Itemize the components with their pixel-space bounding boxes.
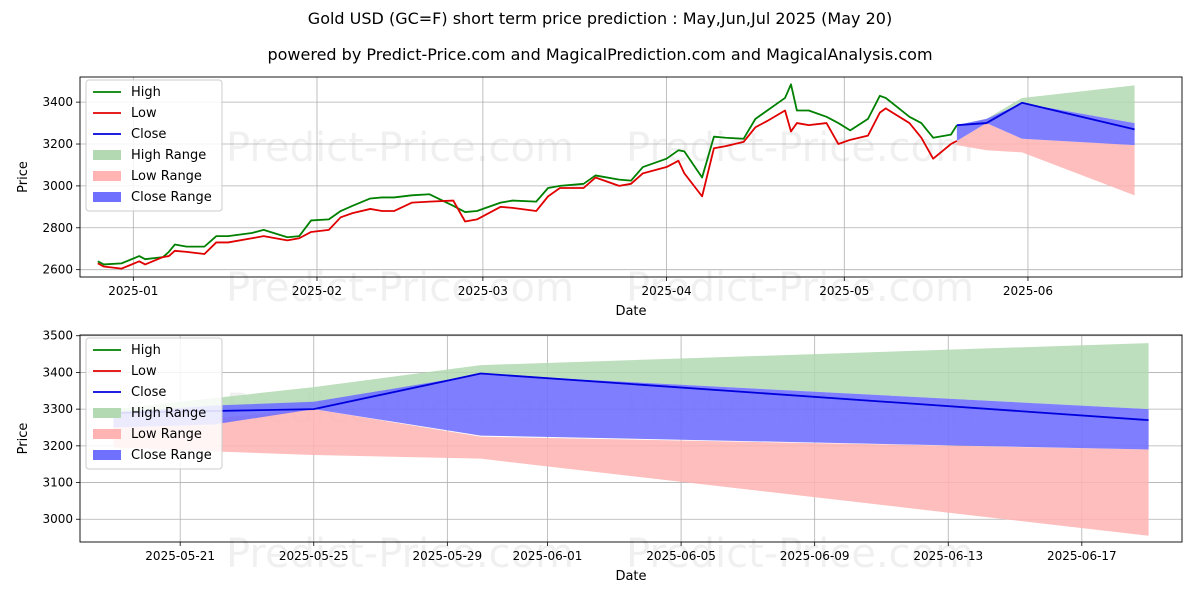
- x-tick-label: 2025-01: [108, 284, 158, 298]
- y-tick-label: 3000: [42, 179, 73, 193]
- x-tick-label: 2025-03: [458, 284, 508, 298]
- series-line-low: [97, 107, 958, 270]
- x-tick-label: 2025-02: [292, 284, 342, 298]
- legend-label: Close: [131, 385, 166, 400]
- band-close-range: [113, 374, 1149, 450]
- x-tick-label: 2025-06-13: [913, 549, 983, 563]
- y-tick-label: 3400: [42, 365, 73, 379]
- x-tick-label: 2025-06-01: [513, 549, 583, 563]
- legend-label: Close: [131, 127, 166, 142]
- legend-swatch-low-range: [93, 171, 121, 181]
- x-axis-label: Date: [615, 569, 646, 584]
- y-tick-label: 3000: [42, 512, 73, 526]
- y-axis-label: Price: [16, 161, 31, 193]
- x-tick-label: 2025-04: [641, 284, 691, 298]
- x-tick-label: 2025-05-21: [145, 549, 215, 563]
- x-tick-label: 2025-06-05: [646, 549, 716, 563]
- watermark-text: Predict-Price.com: [226, 125, 574, 171]
- y-tick-label: 3500: [42, 329, 73, 343]
- legend-label: High: [131, 343, 161, 358]
- band-low-range: [956, 123, 1135, 196]
- legend-label: Low: [131, 106, 157, 121]
- legend-label: High Range: [131, 406, 206, 421]
- y-tick-label: 3200: [42, 137, 73, 151]
- legend-swatch-close-range: [93, 192, 121, 202]
- legend-label: Close Range: [131, 448, 212, 463]
- legend-label: Low: [131, 364, 157, 379]
- x-tick-label: 2025-05-29: [412, 549, 482, 563]
- legend-swatch-close-range: [93, 450, 121, 460]
- legend-swatch-high-range: [93, 150, 121, 160]
- legend-label: Low Range: [131, 427, 202, 442]
- x-tick-label: 2025-05-25: [279, 549, 349, 563]
- watermark-text: Predict-Price.com: [626, 531, 974, 577]
- watermark-text: Predict-Price.com: [626, 265, 974, 311]
- x-axis-label: Date: [615, 304, 646, 319]
- band-low-range: [113, 409, 1149, 536]
- y-tick-label: 3200: [42, 439, 73, 453]
- x-tick-label: 2025-06: [1003, 284, 1053, 298]
- x-tick-label: 2025-05: [819, 284, 869, 298]
- plot-frame: [79, 76, 1183, 278]
- plot-frame: [79, 334, 1183, 543]
- legend-swatch-low-range: [93, 429, 121, 439]
- legend-swatch-high-range: [93, 408, 121, 418]
- y-tick-label: 2600: [42, 263, 73, 277]
- series-line-close: [956, 101, 1135, 131]
- chart-subtitle: powered by Predict-Price.com and Magical…: [267, 45, 933, 64]
- legend-label: High Range: [131, 148, 206, 163]
- y-tick-label: 3300: [42, 402, 73, 416]
- watermark-text: Predict-Price.com: [626, 125, 974, 171]
- y-tick-label: 3100: [42, 476, 73, 490]
- y-tick-label: 3400: [42, 95, 73, 109]
- watermark-text: Predict-Price.com: [226, 531, 574, 577]
- watermark-text: Predict-Price.com: [226, 265, 574, 311]
- x-tick-label: 2025-06-09: [780, 549, 850, 563]
- chart-title: Gold USD (GC=F) short term price predict…: [307, 9, 893, 28]
- y-tick-label: 2800: [42, 221, 73, 235]
- legend-label: Low Range: [131, 169, 202, 184]
- legend-label: High: [131, 85, 161, 100]
- series-line-high: [97, 83, 958, 266]
- legend-label: Close Range: [131, 190, 212, 205]
- x-tick-label: 2025-06-17: [1047, 549, 1117, 563]
- y-axis-label: Price: [16, 423, 31, 455]
